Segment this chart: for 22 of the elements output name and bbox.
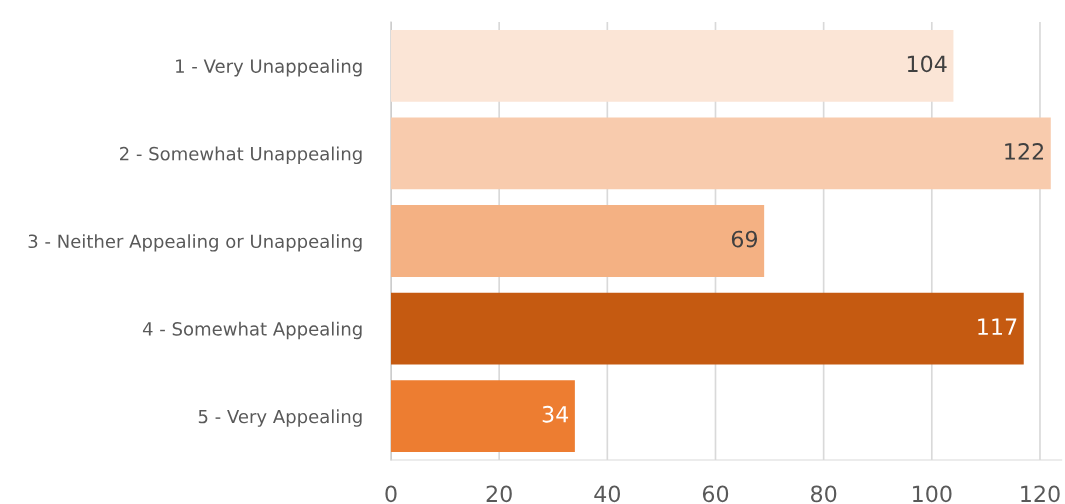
y-tick-label: 5 - Very Appealing [198,409,362,427]
x-tick-label: 100 [913,485,952,503]
data-label: 117 [978,318,1017,335]
x-tick-label: 20 [486,485,512,503]
y-tick-label: 4 - Somewhat Appealing [142,321,362,340]
x-tick-label: 40 [594,485,620,503]
y-tick-label: 3 - Neither Appealing or Unappealing [28,234,362,252]
bar [391,29,954,102]
x-tick-label: 80 [811,485,837,503]
x-tick-label: 60 [702,485,729,503]
bar [391,117,1051,190]
data-label: 34 [542,405,569,423]
bar [391,380,575,453]
data-label: 69 [731,230,758,248]
x-tick-label: 0 [385,485,397,503]
y-tick-label: 2 - Somewhat Unappealing [120,146,362,165]
bar [391,292,1024,365]
y-tick-label: 1 - Very Unappealing [176,58,362,77]
data-label: 122 [1005,143,1043,160]
x-tick-label: 120 [1021,485,1060,503]
bar [391,205,765,277]
data-label: 104 [907,55,947,73]
